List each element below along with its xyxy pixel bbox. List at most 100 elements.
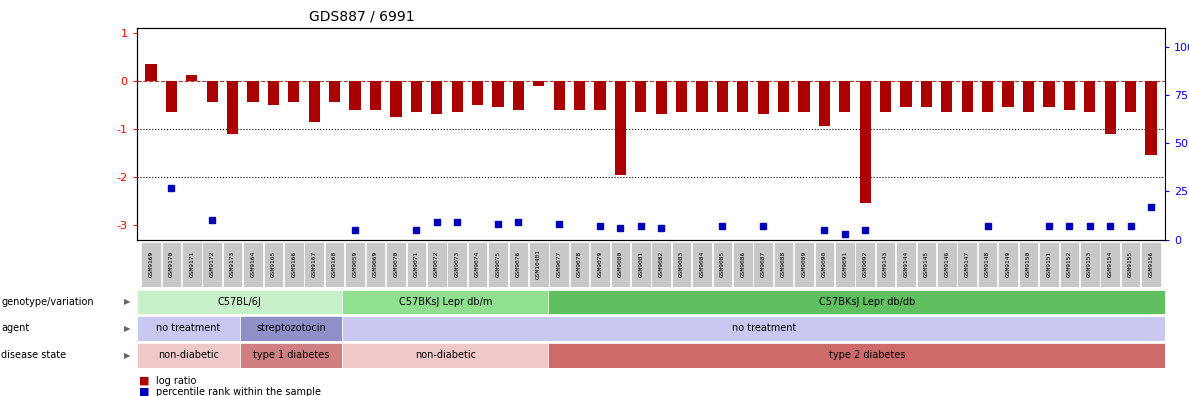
Bar: [390, 81, 402, 117]
Bar: [489, 242, 508, 287]
Bar: [876, 242, 895, 287]
Bar: [407, 242, 426, 287]
Bar: [1145, 81, 1157, 155]
Bar: [240, 316, 342, 341]
Bar: [182, 242, 202, 287]
Text: GSM9151: GSM9151: [1046, 251, 1051, 278]
Text: GSM9170: GSM9170: [169, 251, 174, 278]
Bar: [692, 242, 712, 287]
Bar: [594, 81, 605, 110]
Text: type 2 diabetes: type 2 diabetes: [829, 350, 905, 360]
Bar: [366, 242, 385, 287]
Bar: [207, 81, 218, 102]
Bar: [962, 81, 973, 112]
Text: agent: agent: [1, 324, 30, 333]
Bar: [137, 289, 342, 314]
Bar: [778, 81, 789, 112]
Text: GSM9156: GSM9156: [1149, 251, 1153, 278]
Bar: [590, 242, 610, 287]
Text: GSM9073: GSM9073: [454, 251, 460, 278]
Bar: [1059, 242, 1080, 287]
Bar: [554, 81, 565, 110]
Bar: [774, 242, 793, 287]
Bar: [447, 242, 467, 287]
Text: GSM9085: GSM9085: [719, 251, 725, 278]
Bar: [247, 81, 259, 102]
Text: disease state: disease state: [1, 350, 67, 360]
Text: GSM9147: GSM9147: [964, 251, 970, 278]
Bar: [717, 81, 728, 112]
Bar: [329, 81, 340, 102]
Text: no treatment: no treatment: [732, 324, 797, 333]
Bar: [757, 81, 769, 114]
Bar: [615, 81, 625, 175]
Bar: [1039, 242, 1058, 287]
Bar: [799, 81, 810, 112]
Bar: [611, 242, 630, 287]
Text: C57BKsJ Lepr db/m: C57BKsJ Lepr db/m: [398, 297, 492, 307]
Bar: [712, 242, 732, 287]
Bar: [342, 316, 1185, 341]
Bar: [677, 81, 687, 112]
Text: GSM9070: GSM9070: [394, 251, 398, 278]
Text: GSM9080: GSM9080: [618, 251, 623, 278]
Text: GSM9059: GSM9059: [353, 251, 358, 278]
Text: GSM9076: GSM9076: [516, 251, 521, 278]
Bar: [187, 75, 197, 81]
Text: percentile rank within the sample: percentile rank within the sample: [156, 387, 321, 396]
Bar: [917, 242, 936, 287]
Bar: [141, 242, 161, 287]
Text: GSM9166: GSM9166: [291, 251, 296, 278]
Bar: [1084, 81, 1095, 112]
Text: C57BL/6J: C57BL/6J: [218, 297, 262, 307]
Bar: [452, 81, 463, 112]
Bar: [548, 343, 1185, 368]
Text: GSM9173: GSM9173: [231, 251, 235, 278]
Text: GSM9150: GSM9150: [1026, 251, 1031, 278]
Bar: [304, 242, 325, 287]
Bar: [202, 242, 222, 287]
Text: GSM9149: GSM9149: [1006, 251, 1011, 278]
Text: GSM9088: GSM9088: [781, 251, 786, 278]
Text: no treatment: no treatment: [156, 324, 220, 333]
Bar: [655, 81, 667, 114]
Bar: [222, 242, 243, 287]
Text: GSM9143: GSM9143: [883, 251, 888, 278]
Bar: [920, 81, 932, 107]
Bar: [165, 81, 177, 112]
Bar: [672, 242, 691, 287]
Text: GSM9091: GSM9091: [842, 251, 848, 278]
Bar: [342, 343, 548, 368]
Text: non-diabetic: non-diabetic: [415, 350, 476, 360]
Bar: [855, 242, 875, 287]
Text: GSM9152: GSM9152: [1067, 251, 1071, 278]
Bar: [732, 242, 753, 287]
Bar: [860, 81, 870, 204]
Bar: [137, 343, 240, 368]
Bar: [1002, 81, 1014, 107]
Text: GSM9169: GSM9169: [149, 251, 153, 278]
Text: GSM9079: GSM9079: [597, 251, 603, 278]
Text: GSM9164: GSM9164: [251, 251, 256, 278]
Bar: [754, 242, 773, 287]
Text: streptozotocin: streptozotocin: [256, 324, 326, 333]
Bar: [1023, 81, 1034, 112]
Bar: [1019, 242, 1038, 287]
Bar: [512, 81, 524, 110]
Bar: [652, 242, 671, 287]
Text: genotype/variation: genotype/variation: [1, 297, 94, 307]
Bar: [1043, 81, 1055, 107]
Text: GSM9144: GSM9144: [904, 251, 908, 278]
Text: GDS887 / 6991: GDS887 / 6991: [309, 10, 415, 24]
Text: GSM9092: GSM9092: [863, 251, 868, 278]
Text: GSM9074: GSM9074: [476, 251, 480, 278]
Bar: [737, 81, 748, 112]
Text: ▶: ▶: [124, 351, 131, 360]
Bar: [631, 242, 650, 287]
Bar: [345, 242, 365, 287]
Text: ■: ■: [139, 387, 150, 396]
Bar: [467, 242, 487, 287]
Bar: [1105, 81, 1115, 133]
Bar: [1080, 242, 1100, 287]
Text: GSM9089: GSM9089: [801, 251, 806, 278]
